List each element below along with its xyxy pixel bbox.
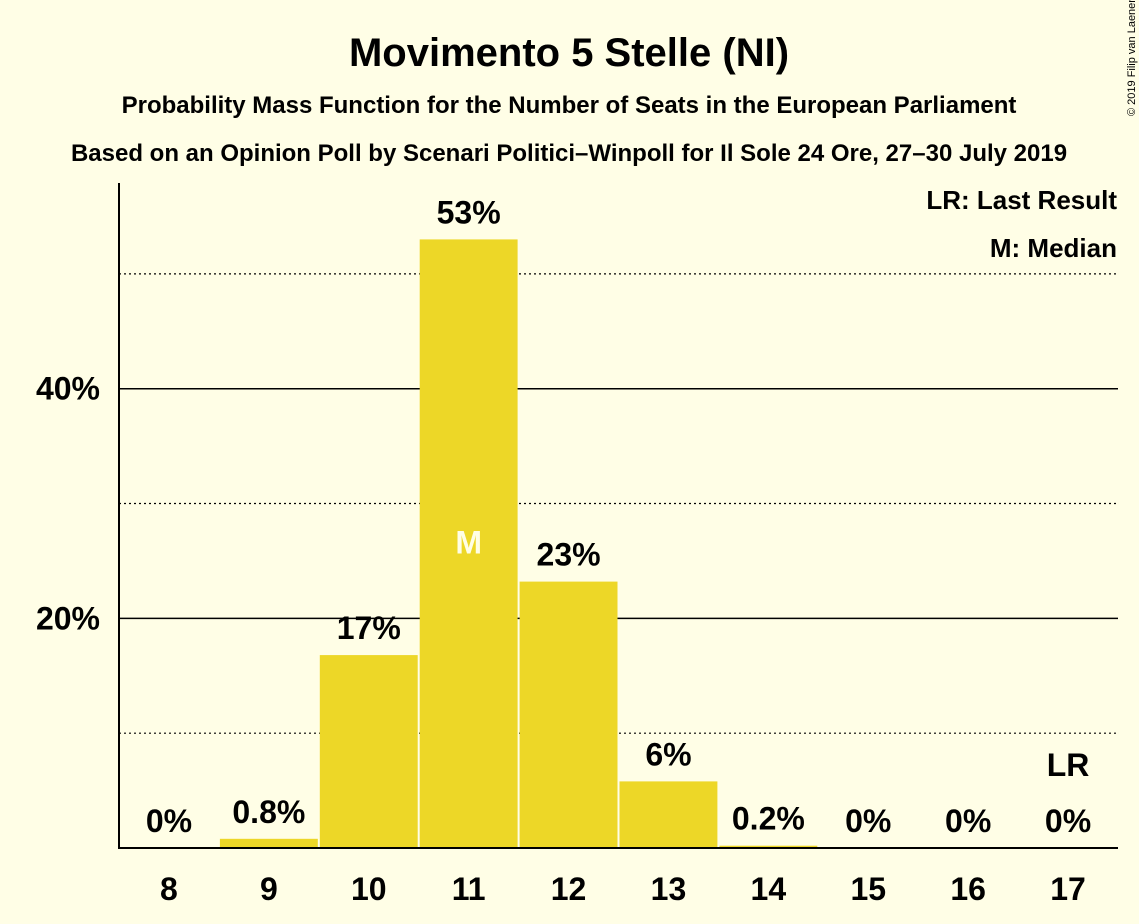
chart-title: Movimento 5 Stelle (NI) (349, 31, 789, 75)
legend-median: M: Median (990, 233, 1117, 263)
bar-14 (719, 845, 818, 848)
x-tick-label: 17 (1050, 871, 1086, 907)
data-label-17: 0% (1045, 803, 1091, 839)
data-label-12: 23% (537, 537, 601, 573)
bars (219, 239, 818, 848)
data-label-8: 0% (146, 803, 192, 839)
y-tick-label: 40% (36, 371, 100, 407)
bar-12 (519, 581, 618, 848)
data-label-9: 0.8% (232, 794, 305, 830)
copyright-text: © 2019 Filip van Laenen (1126, 0, 1138, 116)
x-tick-label: 10 (351, 871, 387, 907)
bar-9 (219, 838, 318, 848)
x-tick-label: 9 (260, 871, 278, 907)
x-tick-label: 12 (551, 871, 587, 907)
x-tick-label: 15 (850, 871, 886, 907)
last-result-marker: LR (1047, 747, 1090, 783)
x-tick-label: 16 (950, 871, 986, 907)
x-tick-label: 13 (651, 871, 687, 907)
y-tick-label: 20% (36, 600, 100, 636)
data-label-14: 0.2% (732, 801, 805, 837)
legend-last-result: LR: Last Result (926, 185, 1117, 215)
data-label-10: 17% (337, 610, 401, 646)
bar-11 (419, 239, 518, 848)
x-axis-ticks: 8 9 10 11 12 13 14 15 16 17 (160, 871, 1086, 907)
grid-lines (119, 273, 1118, 734)
bar-13 (619, 781, 718, 848)
x-tick-label: 14 (751, 871, 787, 907)
x-tick-label: 11 (452, 871, 486, 907)
median-marker: M (455, 525, 482, 561)
data-label-15: 0% (845, 803, 891, 839)
bar-10 (319, 655, 418, 848)
chart-subtitle: Probability Mass Function for the Number… (122, 92, 1017, 119)
x-tick-label: 8 (160, 871, 178, 907)
data-label-13: 6% (645, 736, 691, 772)
data-label-11: 53% (437, 194, 501, 230)
y-axis-ticks: 20% 40% (36, 371, 100, 637)
data-labels: 0% 0.8% 17% 53% M 23% 6% 0.2% 0% 0% 0% LR (146, 194, 1091, 839)
data-label-16: 0% (945, 803, 991, 839)
chart-subtitle-source: Based on an Opinion Poll by Scenari Poli… (71, 140, 1067, 167)
